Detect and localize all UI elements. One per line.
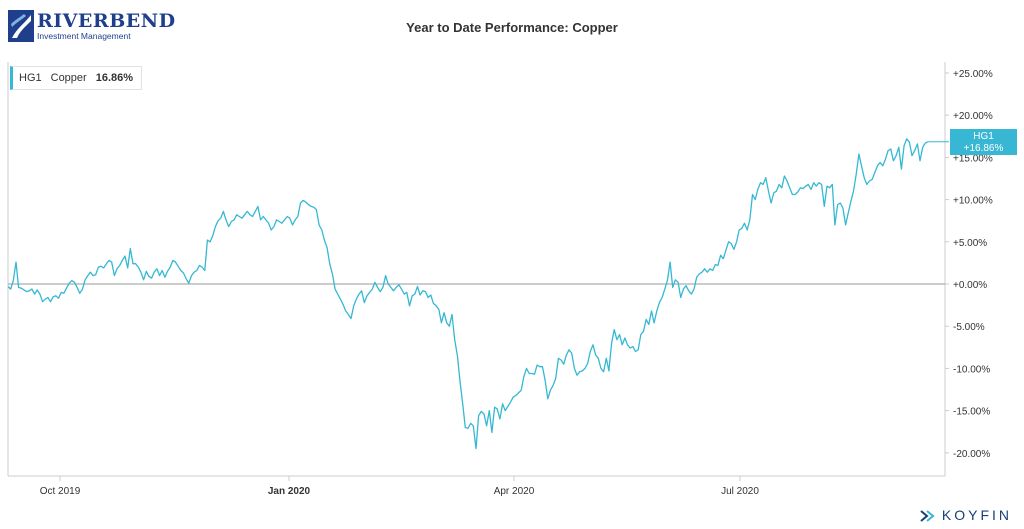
badge-ticker: HG1 [973,131,994,142]
y-tick-label: -20.00% [953,449,990,460]
legend-series-name: Copper [50,72,87,84]
badge-value: +16.86% [963,143,1004,154]
y-tick-label: -5.00% [953,322,985,333]
legend: HG1 Copper 16.86% [10,66,143,90]
koyfin-label: KOYFIN [941,507,1012,523]
y-tick-label: +25.00% [953,69,993,80]
y-tick-label: -15.00% [953,407,990,418]
y-tick-label: +20.00% [953,111,993,122]
logo-name: RIVERBEND [37,9,176,32]
riverbend-logo-icon [8,10,34,42]
y-tick-label: +5.00% [953,238,987,249]
logo-subtitle: Investment Management [37,30,131,41]
koyfin-brand: KOYFIN [920,507,1012,523]
x-tick-label: Apr 2020 [494,486,535,497]
legend-ticker: HG1 [19,72,42,84]
last-value-badge: HG1 +16.86% [950,129,1017,155]
y-tick-label: +10.00% [953,196,993,207]
x-tick-label: Jan 2020 [268,486,311,497]
legend-value: 16.86% [95,72,134,84]
riverbend-logo: RIVERBEND Investment Management [8,10,176,42]
koyfin-logo-icon [920,510,935,522]
x-tick-label: Oct 2019 [40,486,81,497]
y-tick-label: +0.00% [953,280,987,291]
y-tick-label: -10.00% [953,364,990,375]
series-line-copper [7,138,929,450]
x-tick-label: Jul 2020 [721,486,759,497]
chart-title: Year to Date Performance: Copper [406,20,618,35]
y-tick-label: +15.00% [953,153,993,164]
